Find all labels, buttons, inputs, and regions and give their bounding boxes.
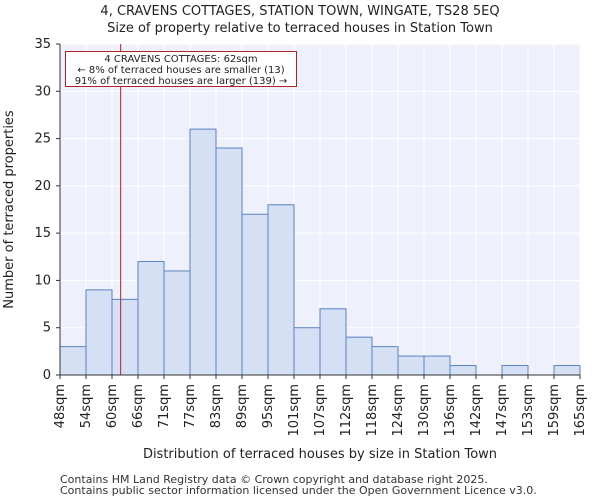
y-tick-label: 10 bbox=[34, 273, 51, 288]
histogram-bar bbox=[111, 298, 139, 376]
x-tick-label: 54sqm bbox=[79, 384, 94, 428]
y-axis-label: Number of terraced properties bbox=[2, 110, 17, 309]
y-tick-label: 5 bbox=[43, 321, 51, 336]
histogram-bar bbox=[345, 336, 373, 376]
x-tick-label: 60sqm bbox=[105, 384, 120, 428]
annotation-line-2: ← 8% of terraced houses are smaller (13) bbox=[77, 65, 285, 76]
x-tick-label: 89sqm bbox=[235, 384, 250, 428]
histogram-bar bbox=[319, 308, 347, 376]
y-tick-label: 15 bbox=[34, 226, 51, 241]
x-tick-label: 66sqm bbox=[131, 384, 146, 428]
histogram-bar bbox=[137, 261, 165, 376]
y-tick-label: 20 bbox=[34, 179, 51, 194]
chart-title: 4, CRAVENS COTTAGES, STATION TOWN, WINGA… bbox=[100, 4, 500, 19]
histogram-bar bbox=[449, 365, 477, 376]
x-tick-label: 71sqm bbox=[157, 384, 172, 428]
y-tick-label: 35 bbox=[34, 37, 51, 52]
histogram-bar bbox=[293, 327, 321, 376]
x-tick-label: 107sqm bbox=[313, 384, 328, 437]
histogram-bar bbox=[397, 355, 425, 376]
annotation-line-3: 91% of terraced houses are larger (139) … bbox=[74, 76, 288, 87]
x-tick-label: 118sqm bbox=[365, 384, 380, 437]
footer-licence: Contains public sector information licen… bbox=[60, 484, 537, 497]
histogram-bar bbox=[423, 355, 451, 376]
y-tick-label: 30 bbox=[34, 84, 51, 99]
x-tick-label: 48sqm bbox=[53, 384, 68, 428]
x-tick-label: 159sqm bbox=[547, 384, 562, 437]
x-tick-label: 77sqm bbox=[183, 384, 198, 428]
histogram-bar bbox=[553, 365, 581, 376]
x-tick-label: 165sqm bbox=[573, 384, 588, 437]
x-tick-label: 83sqm bbox=[209, 384, 224, 428]
histogram-bar bbox=[59, 346, 87, 376]
x-tick-label: 142sqm bbox=[469, 384, 484, 437]
x-tick-label: 136sqm bbox=[443, 384, 458, 437]
x-tick-label: 124sqm bbox=[391, 384, 406, 437]
y-tick-label: 0 bbox=[43, 368, 51, 383]
x-tick-label: 112sqm bbox=[339, 384, 354, 437]
histogram-bar bbox=[371, 346, 399, 376]
marker-annotation: 4 CRAVENS COTTAGES: 62sqm ← 8% of terrac… bbox=[65, 51, 297, 87]
histogram-bar bbox=[501, 365, 529, 376]
x-tick-label: 101sqm bbox=[287, 384, 302, 437]
x-tick-label: 153sqm bbox=[521, 384, 536, 437]
histogram-bar bbox=[241, 213, 269, 376]
histogram-bar bbox=[163, 270, 191, 376]
x-tick-label: 147sqm bbox=[495, 384, 510, 437]
histogram-bar bbox=[267, 204, 295, 376]
y-tick-label: 25 bbox=[34, 132, 51, 147]
chart-subtitle: Size of property relative to terraced ho… bbox=[107, 21, 493, 36]
annotation-line-1: 4 CRAVENS COTTAGES: 62sqm bbox=[104, 54, 258, 65]
histogram-bar bbox=[215, 147, 243, 376]
x-axis-label: Distribution of terraced houses by size … bbox=[143, 447, 497, 462]
x-tick-label: 130sqm bbox=[417, 384, 432, 437]
footer-copyright: Contains HM Land Registry data © Crown c… bbox=[60, 473, 488, 486]
histogram-bar bbox=[189, 128, 217, 376]
histogram-bar bbox=[85, 289, 113, 376]
x-tick-label: 95sqm bbox=[261, 384, 276, 428]
